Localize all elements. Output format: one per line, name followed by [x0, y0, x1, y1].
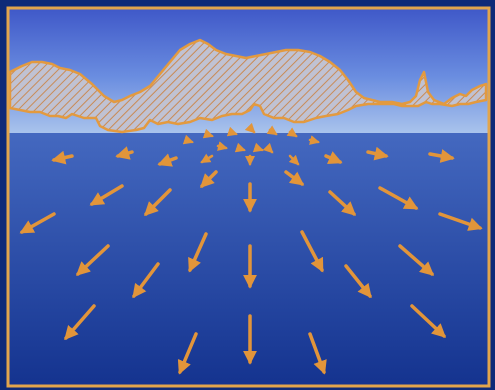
arrow-icon	[328, 190, 357, 216]
arrow-icon	[64, 304, 96, 341]
arrow-icon	[378, 186, 419, 210]
mountain-ridge	[8, 38, 488, 134]
arrow-icon	[344, 264, 372, 299]
arrow-icon	[75, 244, 110, 276]
arrow-icon	[188, 232, 208, 273]
arrow-icon	[262, 142, 274, 154]
frame-border	[6, 6, 491, 388]
arrow-icon	[252, 142, 264, 153]
arrow-icon	[234, 142, 246, 153]
arrow-icon	[244, 122, 256, 134]
arrow-icon	[288, 154, 300, 166]
arrow-icon	[428, 149, 455, 163]
arrow-icon	[308, 332, 327, 375]
arrow-icon	[177, 332, 198, 375]
arrow-icon	[286, 127, 298, 138]
arrow-icon	[366, 146, 389, 161]
arrow-icon	[398, 244, 435, 276]
arrow-icon	[89, 184, 124, 206]
arrow-icon	[300, 230, 324, 273]
arrow-icon	[157, 153, 178, 167]
arrow-icon	[115, 146, 134, 160]
arrow-icon	[19, 212, 56, 234]
arrow-icon	[182, 134, 194, 145]
arrow-icon	[438, 212, 483, 231]
arrow-icon	[200, 170, 218, 188]
arrow-icon	[308, 135, 320, 145]
arrow-icon	[324, 151, 343, 165]
arrow-icon	[51, 150, 74, 165]
arrow-icon	[216, 141, 228, 151]
arrow-icon	[202, 128, 214, 139]
arrow-icon	[284, 170, 305, 186]
arrow-field	[19, 122, 483, 375]
arrow-icon	[144, 188, 172, 216]
arrow-icon	[200, 153, 214, 164]
arrow-icon	[132, 262, 160, 299]
arrow-icon	[226, 126, 238, 137]
arrow-icon	[266, 125, 278, 136]
arrow-icon	[410, 304, 447, 338]
